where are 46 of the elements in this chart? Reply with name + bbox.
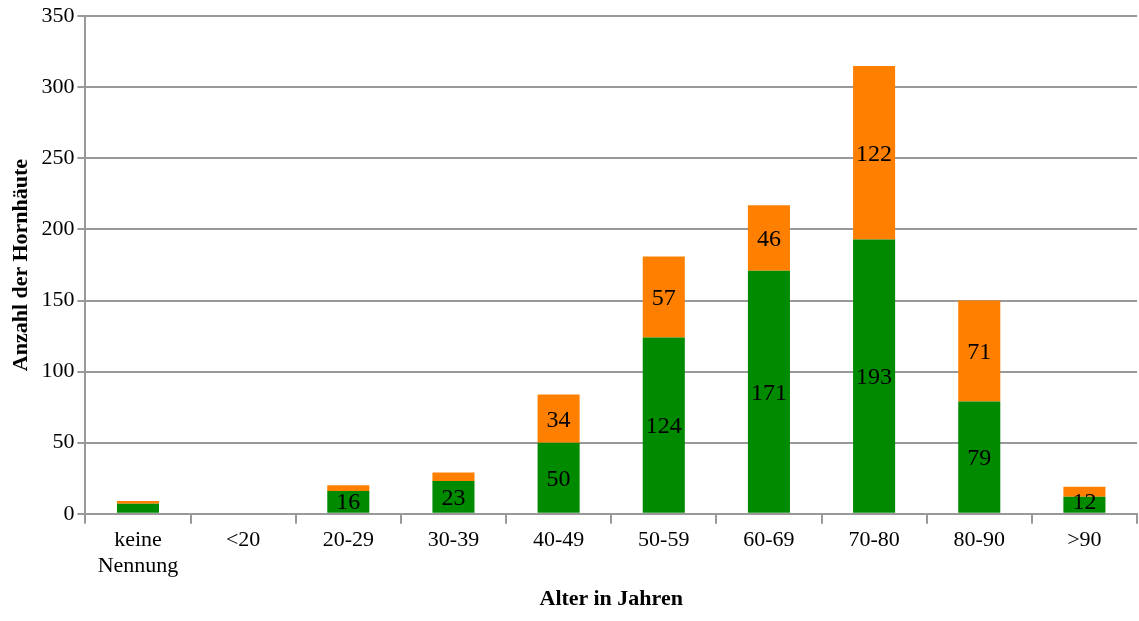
data-label: 71	[967, 338, 992, 365]
x-tick-label: 50-59	[638, 525, 690, 551]
x-tick-label: >90	[1067, 525, 1102, 551]
data-label: 171	[750, 379, 787, 406]
x-tick-label: 20-29	[322, 525, 374, 551]
bar	[327, 485, 370, 492]
data-label: 124	[645, 412, 682, 439]
bar	[747, 205, 790, 271]
x-tick-label: 60-69	[743, 525, 795, 551]
y-tick-label: 300	[41, 73, 75, 99]
y-tick-label: 0	[63, 499, 75, 525]
data-label: 193	[856, 363, 893, 390]
bar	[853, 239, 896, 513]
data-label: 16	[336, 488, 361, 515]
data-label: 79	[967, 444, 992, 471]
bar	[853, 65, 896, 240]
data-label: 57	[651, 284, 676, 311]
y-tick-label: 350	[41, 1, 75, 27]
x-axis-title: Alter in Jahren	[539, 585, 683, 611]
bar	[116, 503, 160, 513]
y-tick-label: 250	[41, 144, 75, 170]
y-axis-title: Anzahl der Hornhäute	[6, 158, 32, 372]
bar	[747, 270, 790, 513]
x-tick-label: 80-90	[953, 525, 1005, 551]
data-label: 122	[856, 139, 893, 166]
bar	[116, 501, 160, 504]
bar	[537, 394, 580, 443]
bar	[958, 300, 1001, 402]
x-tick-label: 70-80	[848, 525, 900, 551]
data-label: 50	[546, 465, 571, 492]
y-tick-label: 200	[41, 215, 75, 241]
bar	[642, 337, 685, 513]
y-tick-label: 150	[41, 286, 75, 312]
data-label: 34	[546, 405, 571, 432]
y-tick-label: 50	[52, 428, 75, 454]
data-label: 46	[756, 225, 781, 252]
y-tick-label: 100	[41, 357, 75, 383]
bar	[432, 472, 475, 482]
bar	[642, 256, 685, 338]
data-label: 23	[441, 484, 466, 511]
x-tick-label: 40-49	[532, 525, 585, 551]
bar	[537, 442, 580, 513]
x-tick-label: keine Nennung	[97, 525, 179, 578]
x-tick-label: 30-39	[427, 525, 480, 551]
x-tick-label: <20	[225, 525, 261, 551]
bar	[958, 401, 1001, 513]
